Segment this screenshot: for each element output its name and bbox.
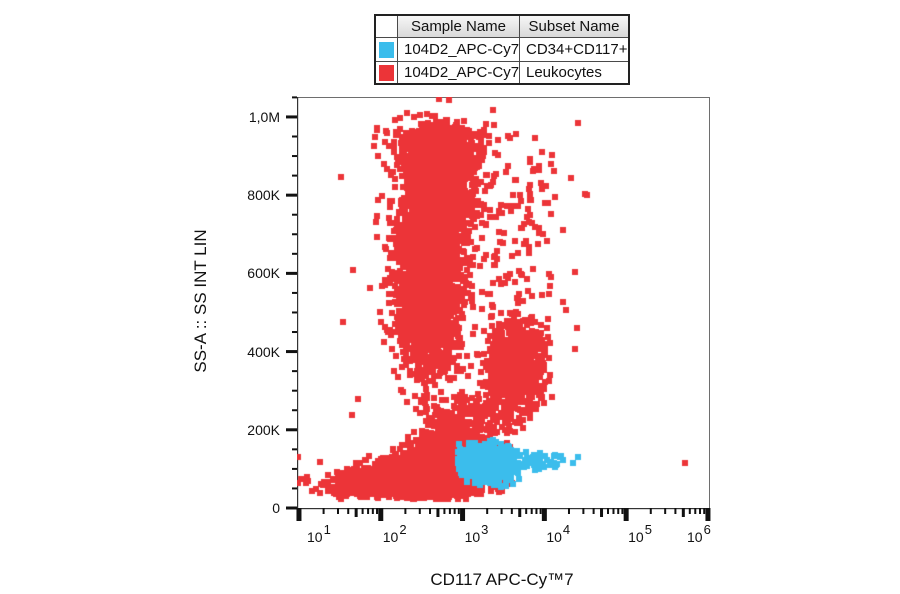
y-minor-tick <box>292 331 297 334</box>
x-minor-tick <box>600 508 604 517</box>
x-minor-tick <box>436 508 440 517</box>
y-minor-tick <box>292 291 297 294</box>
y-axis-title: SS-A :: SS INT LIN <box>191 229 210 373</box>
y-minor-tick <box>292 409 297 412</box>
x-axis-title: CD117 APC-Cy™7 <box>430 570 574 589</box>
y-minor-tick <box>292 370 297 373</box>
x-tick-label: 102 <box>382 522 407 545</box>
y-major-tick <box>286 506 297 510</box>
y-major-tick <box>286 193 297 197</box>
y-minor-tick <box>292 389 297 392</box>
x-decade-tick <box>705 508 711 521</box>
x-minor-tick <box>607 508 610 514</box>
y-minor-tick <box>292 448 297 451</box>
x-tick-label: 104 <box>546 522 571 545</box>
y-tick-label: 400K <box>247 343 280 360</box>
x-minor-tick <box>525 508 528 514</box>
x-minor-tick <box>592 508 595 514</box>
x-minor-tick <box>347 508 350 514</box>
x-minor-tick <box>617 508 620 514</box>
x-minor-tick <box>621 508 624 514</box>
x-minor-tick <box>688 508 691 514</box>
x-decade-tick <box>623 508 629 521</box>
y-minor-tick <box>292 487 297 490</box>
x-decade-tick <box>460 508 466 521</box>
y-minor-tick <box>292 311 297 314</box>
x-minor-tick <box>361 508 364 514</box>
x-minor-tick <box>336 508 339 514</box>
x-minor-tick <box>371 508 374 514</box>
y-tick-label: 600K <box>247 265 280 282</box>
x-minor-tick <box>699 508 702 514</box>
x-minor-tick <box>457 508 460 514</box>
y-minor-tick <box>292 213 297 216</box>
x-minor-tick <box>535 508 538 514</box>
x-minor-tick <box>354 508 358 517</box>
x-minor-tick <box>649 508 652 514</box>
x-minor-tick <box>664 508 667 514</box>
x-axis-line <box>297 508 710 510</box>
y-major-tick <box>286 350 297 354</box>
x-minor-tick <box>530 508 533 514</box>
legend-header-sample-name: Sample Name <box>398 16 520 38</box>
y-tick-label: 0 <box>272 500 280 516</box>
y-tick-label: 800K <box>247 187 280 204</box>
x-minor-tick <box>486 508 489 514</box>
y-major-tick <box>286 271 297 275</box>
legend-header-swatch <box>376 16 398 38</box>
x-minor-tick <box>518 508 522 517</box>
x-minor-tick <box>694 508 697 514</box>
legend-header-subset-name: Subset Name <box>520 16 628 38</box>
x-decade-tick <box>378 508 384 521</box>
x-minor-tick <box>681 508 685 517</box>
x-minor-tick <box>367 508 370 514</box>
x-minor-tick <box>404 508 407 514</box>
x-minor-tick <box>448 508 451 514</box>
x-minor-tick <box>418 508 421 514</box>
x-tick-label: 105 <box>628 522 652 545</box>
x-tick-label: 103 <box>464 522 489 545</box>
x-tick-label: 106 <box>687 522 711 545</box>
x-minor-tick <box>612 508 615 514</box>
x-tick-label: 101 <box>307 522 331 545</box>
x-minor-tick <box>582 508 585 514</box>
legend-row-sample: 104D2_APC-Cy7 <box>398 62 520 83</box>
legend-row-swatch-cell <box>376 62 398 83</box>
y-minor-tick <box>292 155 297 158</box>
x-minor-tick <box>510 508 513 514</box>
x-decade-tick <box>296 508 302 521</box>
x-minor-tick <box>539 508 542 514</box>
y-minor-tick <box>292 174 297 177</box>
legend-table: Sample Name Subset Name 104D2_APC-Cy7 CD… <box>374 14 630 85</box>
y-minor-tick <box>292 233 297 236</box>
scatter-plot-area <box>297 97 709 508</box>
x-minor-tick <box>703 508 706 514</box>
legend-row-subset: CD34+CD117+ <box>520 38 628 62</box>
y-major-tick <box>286 428 297 432</box>
x-minor-tick <box>429 508 432 514</box>
y-minor-tick <box>292 467 297 470</box>
y-minor-tick <box>292 135 297 138</box>
y-minor-tick <box>292 252 297 255</box>
y-tick-label: 200K <box>247 421 280 438</box>
color-swatch-icon <box>379 64 394 81</box>
x-minor-tick <box>376 508 379 514</box>
color-swatch-icon <box>379 41 394 58</box>
x-minor-tick <box>500 508 503 514</box>
x-minor-tick <box>453 508 456 514</box>
legend-row-swatch-cell <box>376 38 398 62</box>
y-major-tick <box>286 115 297 119</box>
y-minor-tick <box>292 96 297 99</box>
y-tick-label: 1,0M <box>248 108 280 125</box>
legend-row-sample: 104D2_APC-Cy7 <box>398 38 520 62</box>
x-minor-tick <box>443 508 446 514</box>
legend-row-subset: Leukocytes <box>526 64 602 81</box>
x-decade-tick <box>541 508 547 521</box>
x-minor-tick <box>567 508 570 514</box>
x-minor-tick <box>322 508 325 514</box>
x-minor-tick <box>674 508 677 514</box>
